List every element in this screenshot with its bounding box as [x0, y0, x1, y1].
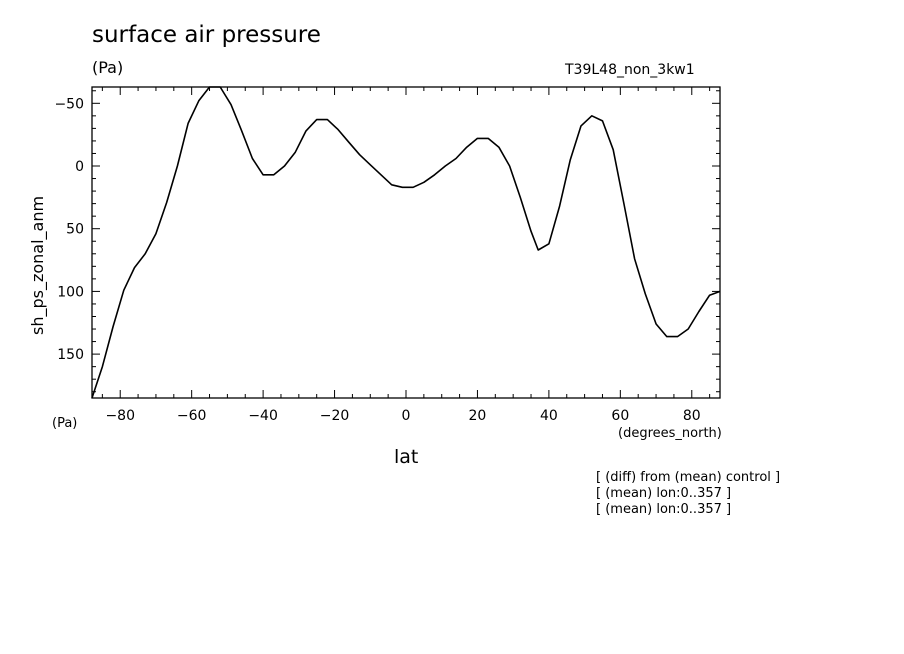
x-tick-label: −60: [177, 408, 207, 424]
x-tick-label: −40: [248, 408, 278, 424]
y-axis-title: sh_ps_zonal_anm: [28, 195, 47, 335]
run-id-label: T39L48_non_3kw1: [565, 62, 695, 78]
y-tick-label: 150: [57, 347, 84, 363]
data-line: [91, 86, 721, 399]
y-tick-label: 100: [57, 284, 84, 300]
x-tick-label: 0: [402, 408, 411, 424]
units-label-top: (Pa): [92, 58, 124, 77]
axis-ticks: [92, 87, 720, 398]
x-tick-label: 60: [611, 408, 629, 424]
y-tick-label: 50: [66, 222, 84, 238]
x-tick-label: −20: [320, 408, 350, 424]
x-tick-label: 80: [683, 408, 701, 424]
note-line: [ (mean) lon:0..357 ]: [596, 486, 732, 501]
x-tick-label: −80: [105, 408, 135, 424]
chart-title: surface air pressure: [92, 22, 321, 48]
x-axis-title: lat: [394, 446, 419, 468]
axis-tick-labels: −80 −60 −40 −20 0 20 40 60 80 −50 0 50 100 150: [54, 96, 700, 424]
y-units-label: (Pa): [52, 416, 78, 431]
x-units-label: (degrees_north): [618, 426, 722, 441]
x-tick-label: 40: [540, 408, 558, 424]
note-line: [ (mean) lon:0..357 ]: [596, 502, 732, 517]
y-tick-label: −50: [54, 96, 84, 112]
y-tick-label: 0: [75, 159, 84, 175]
note-line: [ (diff) from (mean) control ]: [596, 470, 781, 485]
x-tick-label: 20: [469, 408, 487, 424]
